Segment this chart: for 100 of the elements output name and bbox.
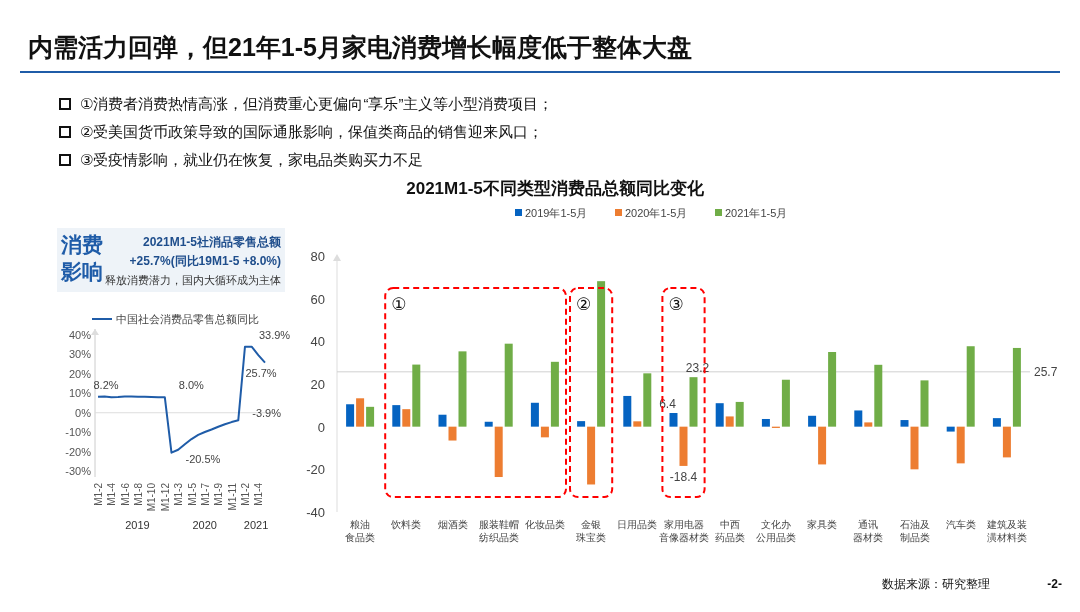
bar (540, 426, 549, 438)
y-tick-label: 20% (68, 367, 92, 380)
bar (761, 418, 770, 427)
bar (920, 380, 929, 427)
x-tick-label: 石油及制品类 (899, 519, 930, 543)
y-tick-label: 80 (310, 249, 325, 264)
bar (781, 379, 790, 427)
bar (679, 426, 688, 466)
y-tick-label: 40% (68, 328, 92, 341)
y-tick-label: 30% (68, 348, 92, 361)
x-tick-label: 家具类 (807, 519, 838, 530)
bar (874, 364, 883, 427)
bar (715, 403, 724, 427)
data-label: 8.2% (93, 378, 119, 391)
text: -2- (1047, 577, 1062, 591)
x-tick-label: M1-4 (106, 482, 118, 506)
bar (725, 416, 734, 427)
x-tick-label: M1-5 (186, 482, 198, 506)
bar (910, 426, 919, 470)
bar (735, 401, 744, 427)
bar (900, 420, 909, 427)
y-tick-label: -20 (306, 462, 325, 478)
y-tick-label: 60 (310, 291, 325, 307)
x-tick-label: M1-12 (159, 482, 171, 512)
x-tick-label: M1-2 (239, 482, 251, 506)
x-tick-label: 日用品类 (617, 519, 658, 530)
bar (346, 404, 355, 427)
y-tick-label: 0 (317, 419, 325, 435)
legend-label: 2020年1-5月 (625, 207, 688, 219)
x-tick-label: M1-9 (213, 482, 225, 506)
bar (504, 343, 513, 427)
x-tick-label: M1-4 (253, 482, 265, 506)
bar (643, 373, 652, 427)
bar (438, 414, 447, 427)
data-label: -18.4 (669, 469, 698, 484)
x-tick-label: 文化办公用品类 (755, 519, 796, 543)
annotation: ① (391, 295, 407, 314)
bar (458, 351, 467, 427)
x-tick-label: 化妆品类 (524, 519, 565, 530)
y-tick-label: 10% (68, 387, 92, 400)
x-tick-label: 建筑及装潢材料类 (985, 519, 1027, 543)
x-tick-label: M1-3 (173, 482, 185, 506)
annotation: ② (576, 295, 592, 314)
x-tick-label: 汽车类 (945, 519, 976, 530)
x-tick-label: 烟酒类 (437, 519, 468, 530)
bar (669, 413, 678, 427)
bar (689, 377, 698, 427)
annotation: ③ (668, 295, 684, 314)
x-tick-label: 金银珠宝类 (576, 519, 607, 543)
text: 消费影响 (60, 233, 103, 283)
y-tick-label: 40 (310, 334, 325, 350)
text: ①消费者消费热情高涨，但消费重心更偏向“享乐”主义等小型消费项目； (80, 95, 554, 112)
x-tick-label: M1-11 (226, 482, 238, 511)
y-tick-label: -10% (65, 426, 92, 439)
chart-title: 2021M1-5不同类型消费品总额同比变化 (406, 179, 705, 198)
text: ③受疫情影响，就业仍在恢复，家电品类购买力不足 (80, 151, 424, 168)
text: 2019 (125, 519, 150, 531)
source-note: 数据来源：研究整理 (882, 577, 990, 591)
bar (808, 415, 817, 427)
x-tick-label: 粮油食品类 (345, 519, 376, 543)
x-tick-label: 家用电器音像器材类 (658, 519, 709, 543)
data-label: -20.5% (185, 452, 221, 465)
x-tick-label: 饮料类 (390, 519, 422, 530)
text: ②受美国货币政策导致的国际通胀影响，保值类商品的销售迎来风口； (80, 123, 544, 140)
y-tick-label: -20% (65, 445, 92, 458)
x-tick-label: M1-7 (199, 482, 211, 506)
text: +25.7%(同比19M1-5 +8.0%) (129, 254, 281, 268)
bar (854, 410, 863, 427)
y-tick-label: 20 (310, 377, 325, 392)
bar (587, 426, 596, 485)
data-label: -3.9% (252, 407, 282, 420)
bar (494, 426, 503, 478)
bar (597, 281, 606, 427)
x-tick-label: M1-2 (93, 482, 104, 506)
bar (356, 398, 365, 427)
x-tick-label: 通讯器材类 (853, 519, 884, 543)
bar (484, 421, 493, 427)
x-tick-label: M1-6 (119, 482, 131, 506)
x-tick-label: 中西药品类 (714, 519, 745, 543)
bar (864, 422, 873, 427)
text: 内需活力回弹，但21年1-5月家电消费增长幅度低于整体大盘 (28, 33, 692, 61)
y-tick-label: -40 (306, 505, 325, 520)
data-label: 33.9% (258, 328, 291, 341)
legend-label: 中国社会消费品零售总额同比 (116, 313, 259, 325)
bar (550, 361, 559, 427)
y-tick-label: 0% (75, 406, 92, 419)
legend-label: 2019年1-5月 (525, 207, 588, 219)
data-label: 6.4 (659, 397, 677, 412)
bar (966, 346, 975, 427)
bar (946, 426, 955, 432)
text: 2020 (192, 519, 217, 531)
bar (402, 409, 411, 427)
bar (392, 405, 401, 427)
data-label: 25.7% (245, 366, 277, 379)
x-tick-label: M1-8 (133, 482, 145, 506)
x-tick-label: M1-10 (146, 482, 158, 512)
x-tick-label: 服装鞋帽纺织品类 (478, 519, 519, 543)
text: 释放消费潜力，国内大循环成为主体 (105, 274, 281, 286)
ref-line-label: 25.7 (1034, 364, 1058, 379)
legend-label: 2021年1-5月 (725, 207, 788, 219)
